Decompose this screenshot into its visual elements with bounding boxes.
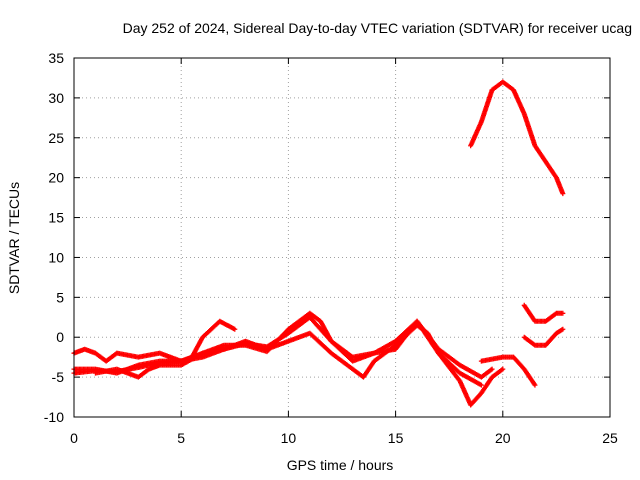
y-tick-label: 20 bbox=[48, 170, 64, 186]
y-tick-label: 35 bbox=[48, 50, 64, 66]
grid bbox=[74, 58, 610, 417]
series-track-7 bbox=[521, 326, 566, 348]
series-track-4 bbox=[92, 322, 484, 388]
y-tick-label: 10 bbox=[48, 249, 64, 265]
y-tick-label: 5 bbox=[56, 289, 64, 305]
data-point bbox=[232, 326, 238, 332]
data-point bbox=[532, 382, 538, 388]
x-tick-label: 5 bbox=[177, 430, 185, 446]
y-axis-label: SDTVAR / TECUs bbox=[6, 182, 22, 294]
x-tick-label: 20 bbox=[495, 430, 511, 446]
series-track-6 bbox=[468, 79, 566, 197]
x-axis-label: GPS time / hours bbox=[287, 457, 394, 473]
y-tick-label: 15 bbox=[48, 210, 64, 226]
y-tick-label: -5 bbox=[52, 369, 65, 385]
x-tick-label: 10 bbox=[281, 430, 297, 446]
chart-title: Day 252 of 2024, Sidereal Day-to-day VTE… bbox=[123, 20, 632, 36]
series-track-8 bbox=[521, 302, 566, 324]
x-tick-label: 0 bbox=[70, 430, 78, 446]
data-point bbox=[500, 366, 506, 372]
y-tick-label: 25 bbox=[48, 130, 64, 146]
y-tick-label: -10 bbox=[44, 409, 64, 425]
data-point bbox=[560, 326, 566, 332]
series-track-5 bbox=[478, 354, 538, 388]
series-track-3 bbox=[71, 310, 506, 408]
data-point bbox=[560, 310, 566, 316]
x-tick-label: 15 bbox=[388, 430, 404, 446]
axes: 0 5 10 15 20 25 -10 -5 0 5 10 15 20 25 30 35 bbox=[44, 50, 618, 446]
series-track-1 bbox=[71, 314, 495, 380]
data-point bbox=[478, 382, 484, 388]
series-track-2 bbox=[71, 318, 238, 376]
data-layer bbox=[71, 79, 566, 408]
x-tick-label: 25 bbox=[602, 430, 618, 446]
data-point bbox=[489, 366, 495, 372]
plot-frame bbox=[73, 57, 611, 418]
y-tick-label: 30 bbox=[48, 90, 64, 106]
y-tick-label: 0 bbox=[56, 329, 64, 345]
data-point bbox=[560, 191, 566, 197]
